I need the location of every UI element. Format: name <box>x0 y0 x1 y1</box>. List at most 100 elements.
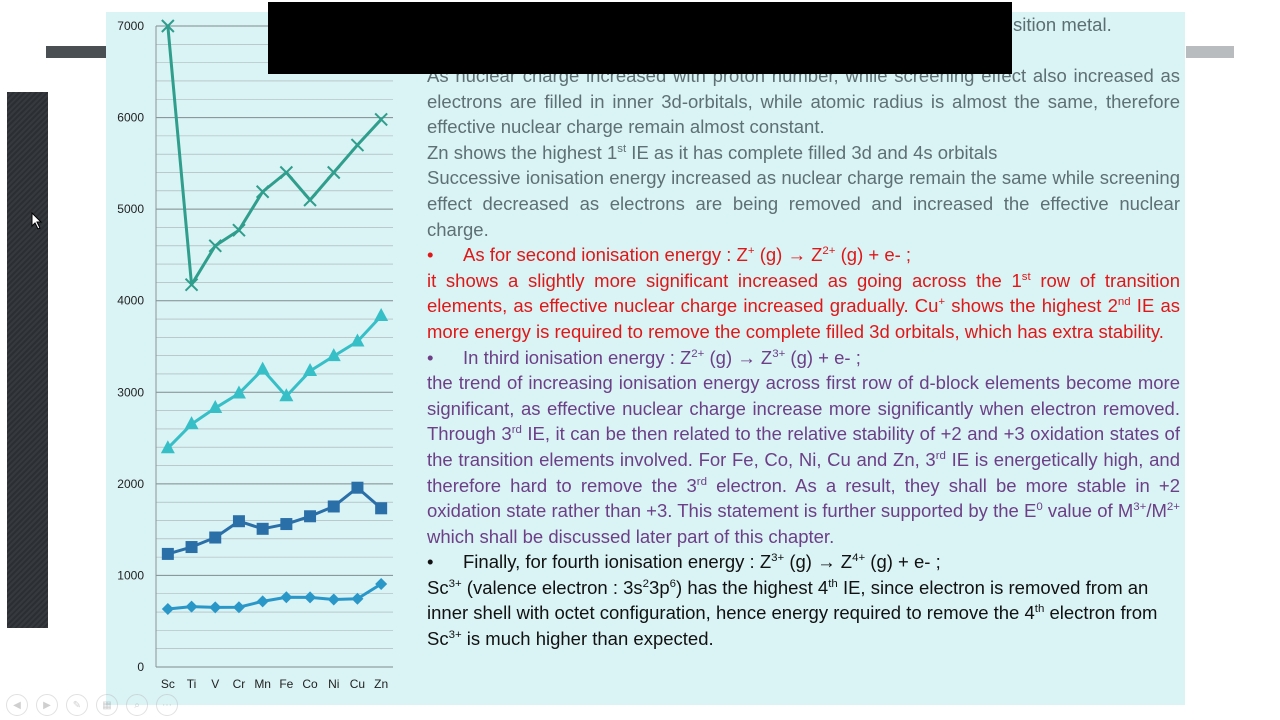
text-run: Successive ionisation energy increased a… <box>427 167 1180 240</box>
text-run: IE as it has complete filled 3d and 4s o… <box>626 141 998 163</box>
previous-slide-icon[interactable]: ◀ <box>6 694 28 716</box>
text-run: which shall be discussed later part of t… <box>427 525 835 547</box>
bullet-icon: • <box>427 244 434 266</box>
mouse-pointer-icon <box>31 212 43 230</box>
paragraph-first-ie: As nuclear charge increased with proton … <box>427 63 1180 140</box>
x-tick-label: Sc <box>161 677 175 691</box>
superscript: rd <box>696 475 707 488</box>
text-run: (g) + e- ; <box>835 244 912 266</box>
ionisation-energy-chart: 0 1000 2000 3000 4000 5000 6000 7000 Sc Ti V Cr Mn Fe… <box>106 12 406 705</box>
text-run: electron from Sc <box>427 602 1158 650</box>
text-run: IE, since electron is removed from an in… <box>427 576 1149 624</box>
redaction-box <box>268 2 1012 74</box>
y-tick-label: 5000 <box>117 202 144 216</box>
x-tick-label: Ti <box>187 677 197 691</box>
slides-grid-icon[interactable]: ▦ <box>96 694 118 716</box>
superscript: 3+ <box>771 552 785 565</box>
data-point-diamond <box>209 601 222 614</box>
x-tick-label: Zn <box>374 677 388 691</box>
data-point-diamond <box>161 603 174 616</box>
paragraph-zn-note: Zn shows the highest 1st IE as it has co… <box>427 140 1180 166</box>
superscript: st <box>1021 270 1031 283</box>
x-tick-label: Fe <box>279 677 293 691</box>
slide-title-fragment: sition metal. <box>1013 14 1112 35</box>
window-frame-bar <box>46 46 108 58</box>
data-point-x <box>374 112 388 127</box>
series-line <box>166 314 383 450</box>
superscript: 3+ <box>448 628 462 641</box>
y-tick-label: 3000 <box>117 385 144 399</box>
data-point-square <box>209 531 222 544</box>
more-options-icon[interactable]: ⋯ <box>156 694 178 716</box>
superscript: 2+ <box>822 245 836 257</box>
third-ie-body: the trend of increasing ionisation energ… <box>427 370 1180 549</box>
slide-text-body: As nuclear charge increased with proton … <box>427 63 1180 652</box>
text-run: value of M <box>1042 500 1134 522</box>
superscript: 2+ <box>691 347 705 360</box>
paragraph-successive-ie: Successive ionisation energy increased a… <box>427 165 1180 242</box>
text-run: IE is energetically high, and therefore … <box>427 448 1180 496</box>
data-point-x <box>279 165 294 180</box>
data-point-diamond <box>256 595 269 608</box>
series-line <box>167 486 383 556</box>
x-tick-label: Cr <box>233 677 246 691</box>
superscript: 2+ <box>1166 500 1180 513</box>
x-tick-label: Mn <box>254 677 271 691</box>
superscript: 0 <box>1036 500 1043 513</box>
data-point-triangle <box>326 348 341 362</box>
y-tick-label: 1000 <box>117 568 144 582</box>
data-point-square <box>351 481 364 494</box>
window-frame-bar-right <box>1186 46 1234 58</box>
superscript: 4+ <box>852 552 866 565</box>
third-ie-heading: • In third ionisation energy : Z2+ (g) → … <box>427 345 1180 371</box>
data-point-triangle <box>374 308 389 322</box>
data-point-x <box>303 193 317 207</box>
next-slide-icon[interactable]: ▶ <box>36 694 58 716</box>
pen-icon[interactable]: ✎ <box>66 694 88 716</box>
text-run: In third ionisation energy : Z <box>463 346 692 368</box>
superscript: st <box>617 142 627 155</box>
data-point-diamond <box>185 600 198 613</box>
data-point-square <box>256 522 269 535</box>
data-point-square <box>185 541 198 554</box>
text-run: /M <box>1146 500 1167 522</box>
data-point-diamond <box>232 601 245 614</box>
x-tick-label: Ni <box>328 677 339 691</box>
text-run: it shows a slightly more significant inc… <box>427 269 1022 291</box>
side-panel <box>7 92 48 628</box>
data-point-triangle <box>279 388 294 402</box>
y-tick-label: 4000 <box>117 294 144 308</box>
data-point-triangle <box>184 416 199 430</box>
text-run: the trend of increasing ionisation energ… <box>427 372 1180 445</box>
data-point-triangle <box>160 440 175 454</box>
superscript: 3+ <box>1133 500 1147 513</box>
x-tick-label: V <box>211 677 219 691</box>
text-run: Zn shows the highest 1 <box>427 141 618 163</box>
data-point-square <box>304 510 317 523</box>
slide-background <box>106 12 1185 705</box>
text-run: (g) → Z <box>784 551 853 573</box>
superscript: th <box>828 577 838 590</box>
y-tick-label: 6000 <box>117 111 144 125</box>
data-point-square <box>375 502 388 515</box>
data-point-x <box>327 165 341 180</box>
text-run: Sc <box>427 576 449 598</box>
text-run: (g) + e- ; <box>865 551 941 573</box>
data-point-x <box>161 19 175 33</box>
superscript: rd <box>935 449 946 462</box>
text-run: is much higher than expected. <box>461 628 714 650</box>
data-point-x <box>350 138 365 152</box>
zoom-icon[interactable]: ⌕ <box>126 694 148 716</box>
text-run: As for second ionisation energy : Z <box>463 244 748 266</box>
text-run: IE, it can be then related to the relati… <box>427 423 1180 470</box>
data-point-x <box>184 277 199 292</box>
text-run: 3p <box>649 576 670 598</box>
data-point-square <box>232 515 245 528</box>
y-tick-label: 2000 <box>117 477 144 491</box>
superscript: + <box>938 296 946 309</box>
data-point-diamond <box>304 591 317 604</box>
superscript: th <box>1034 603 1045 616</box>
bullet-icon: • <box>427 551 434 573</box>
text-run: electron. As a result, they shall be mor… <box>427 474 1180 522</box>
y-tick-label: 0 <box>137 660 144 674</box>
